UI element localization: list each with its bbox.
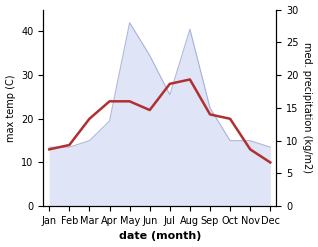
Y-axis label: med. precipitation (kg/m2): med. precipitation (kg/m2)	[302, 42, 313, 173]
Y-axis label: max temp (C): max temp (C)	[5, 74, 16, 142]
X-axis label: date (month): date (month)	[119, 231, 201, 242]
